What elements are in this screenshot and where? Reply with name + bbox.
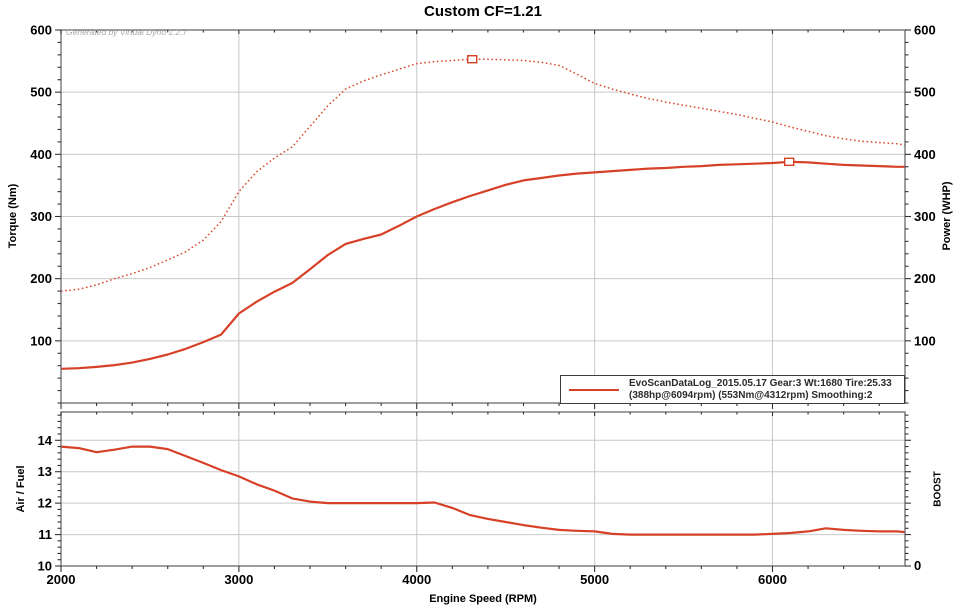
y-left-tick-label: 600 <box>30 23 52 38</box>
x-axis-label: Engine Speed (RPM) <box>429 593 537 605</box>
y-left-tick-label: 500 <box>30 85 52 100</box>
torque-nm-curve <box>60 58 906 292</box>
power-axis-label: Power (WHP) <box>941 181 953 251</box>
y-left-tick-label: 12 <box>38 496 52 511</box>
legend-line2: (388hp@6094rpm) (553Nm@4312rpm) Smoothin… <box>629 389 873 401</box>
peak-marker <box>784 157 795 166</box>
plot-frame <box>60 411 906 567</box>
y-right-tick-label: 400 <box>914 147 936 162</box>
y-left-tick-label: 11 <box>38 527 52 542</box>
y-right-tick-label: 200 <box>914 271 936 286</box>
boost-axis-label: BOOST <box>932 471 944 507</box>
y-left-tick-label: 13 <box>38 464 52 479</box>
x-tick-label: 2000 <box>47 572 76 587</box>
legend-box: EvoScanDataLog_2015.05.17 Gear:3 Wt:1680… <box>560 375 905 404</box>
y-left-tick-label: 400 <box>30 147 52 162</box>
y-left-tick-label: 14 <box>38 433 53 448</box>
legend-text: EvoScanDataLog_2015.05.17 Gear:3 Wt:1680… <box>629 378 892 402</box>
x-tick-label: 3000 <box>224 572 253 587</box>
y-right-tick-label: 100 <box>914 333 936 348</box>
torque-axis-label: Torque (Nm) <box>7 183 19 249</box>
legend-line-swatch <box>569 388 619 391</box>
peak-marker <box>467 55 478 64</box>
chart-title: Custom CF=1.21 <box>424 3 542 20</box>
x-tick-label: 5000 <box>580 572 609 587</box>
air-fuel-curve <box>60 445 906 536</box>
x-tick-label: 4000 <box>402 572 431 587</box>
x-tick-label: 6000 <box>758 572 787 587</box>
power-whp-curve <box>60 160 905 370</box>
y-left-tick-label: 10 <box>38 559 52 574</box>
y-left-tick-label: 200 <box>30 271 52 286</box>
afr-axis-label: Air / Fuel <box>15 465 27 513</box>
legend-line1: EvoScanDataLog_2015.05.17 Gear:3 Wt:1680… <box>629 377 892 389</box>
boost-zero-label: 0 <box>914 558 921 573</box>
y-right-tick-label: 300 <box>914 209 936 224</box>
watermark: Generated by Virtual Dyno 1.2.7 <box>66 27 188 37</box>
y-right-tick-label: 600 <box>914 23 936 38</box>
y-right-tick-label: 500 <box>914 85 936 100</box>
y-left-tick-label: 100 <box>30 333 52 348</box>
y-left-tick-label: 300 <box>30 209 52 224</box>
